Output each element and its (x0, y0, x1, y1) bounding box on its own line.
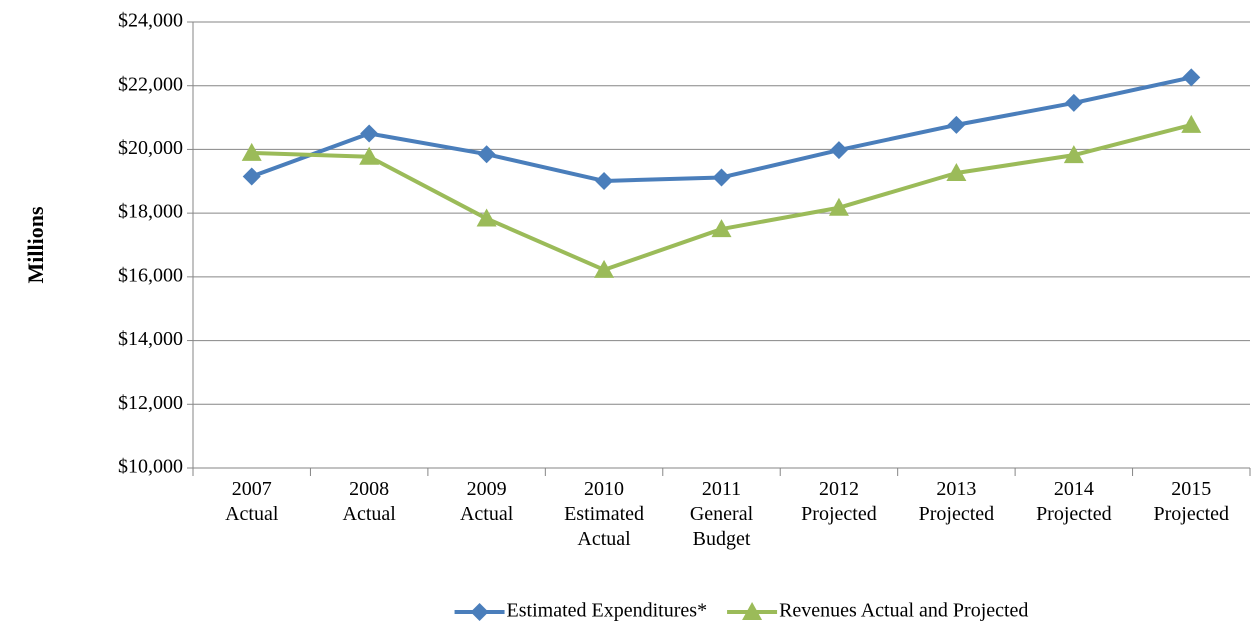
data-point (476, 208, 497, 227)
x-tick-label: 2008 Actual (343, 478, 397, 525)
data-point (946, 163, 967, 182)
data-point (477, 145, 496, 164)
x-tick-label: 2010 Estimated Actual (564, 478, 644, 550)
data-point (829, 141, 848, 160)
x-tick-label: 2011 General Budget (690, 478, 754, 550)
data-point (828, 197, 849, 216)
data-point (241, 142, 262, 161)
y-axis-title: Millions (23, 206, 48, 283)
x-tick-label: 2007 Actual (225, 478, 279, 525)
data-point (242, 167, 261, 186)
legend: Estimated Expenditures* Revenues Actual a… (454, 600, 1028, 622)
x-tick-label: 2015 Projected (1154, 478, 1230, 525)
y-tick-label: $10,000 (118, 456, 183, 478)
x-tick-label: 2013 Projected (919, 478, 995, 525)
data-point (947, 115, 966, 134)
data-point (360, 124, 379, 143)
series-line (251, 122, 1192, 272)
y-tick-label: $14,000 (118, 328, 183, 350)
data-point (712, 168, 731, 187)
data-point (594, 259, 615, 278)
y-tick-label: $12,000 (118, 392, 183, 414)
data-point (1064, 93, 1083, 112)
x-tick-label: 2012 Projected (801, 478, 877, 525)
legend-label: Estimated Expenditures* (507, 600, 708, 622)
x-tick-label: 2014 Projected (1036, 478, 1112, 525)
y-tick-label: $18,000 (118, 201, 183, 223)
y-tick-label: $20,000 (118, 137, 183, 159)
legend-marker (470, 603, 489, 621)
data-point (1063, 145, 1084, 164)
series-line (251, 75, 1192, 183)
y-tick-label: $24,000 (118, 10, 183, 32)
data-point (1181, 114, 1202, 133)
data-point (359, 146, 380, 165)
y-tick-label: $16,000 (118, 264, 183, 286)
data-point (595, 171, 614, 190)
data-point (1182, 68, 1201, 87)
x-tick-label: 2009 Actual (460, 478, 514, 525)
legend-label: Revenues Actual and Projected (779, 600, 1028, 622)
y-tick-label: $22,000 (118, 73, 183, 95)
data-point (711, 219, 732, 238)
legend-marker (742, 602, 763, 620)
